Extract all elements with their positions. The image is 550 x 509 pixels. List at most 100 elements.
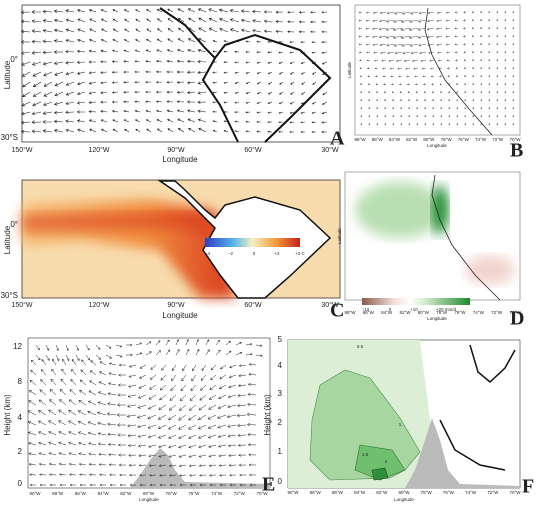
- wind-vector: [77, 71, 86, 75]
- wind-vector: [42, 9, 53, 14]
- wind-vector: [431, 83, 435, 86]
- wind-vector: [414, 75, 419, 78]
- colorbar-label: 0: [253, 251, 256, 256]
- wind-vector: [471, 19, 475, 22]
- wind-vector: [267, 51, 273, 54]
- wind-vector: [463, 27, 467, 30]
- wind-vector: [51, 368, 57, 376]
- wind-vector: [169, 394, 177, 401]
- wind-vector: [312, 81, 317, 85]
- wind-vector: [245, 71, 251, 74]
- wind-vector: [275, 20, 284, 24]
- wind-vector: [504, 19, 507, 21]
- wind-vector: [455, 75, 459, 78]
- wind-vector: [170, 384, 177, 391]
- wind-vector: [135, 9, 141, 13]
- wind-vector: [365, 11, 371, 14]
- wind-vector: [300, 61, 306, 65]
- wind-vector: [48, 399, 57, 406]
- wind-vector: [423, 83, 427, 86]
- wind-vector: [156, 119, 163, 123]
- wind-vector: [59, 473, 67, 476]
- wind-vector: [256, 111, 262, 114]
- x-tick-label: 78°W: [421, 490, 433, 495]
- wind-vector: [100, 49, 108, 53]
- wind-vector: [187, 59, 196, 63]
- wind-vector: [218, 394, 227, 400]
- y-axis-label: Latitude: [347, 61, 352, 78]
- wind-vector: [239, 473, 247, 477]
- wind-vector: [401, 11, 411, 15]
- x-tick-label: 70°W: [509, 490, 521, 495]
- wind-vector: [267, 111, 273, 114]
- wind-vector: [432, 107, 435, 110]
- wind-vector: [240, 28, 251, 33]
- wind-vector: [387, 51, 395, 55]
- wind-vector: [187, 81, 196, 85]
- wind-vector: [156, 60, 163, 63]
- wind-vector: [432, 115, 435, 117]
- wind-vector: [445, 27, 451, 30]
- wind-vector: [97, 442, 107, 446]
- y-tick-label: 3: [278, 389, 283, 398]
- panel-c: [21, 179, 341, 299]
- wind-vector: [27, 420, 37, 426]
- wind-vector: [479, 35, 483, 38]
- wind-vector: [427, 11, 435, 15]
- wind-vector: [372, 35, 379, 38]
- wind-vector: [155, 90, 163, 94]
- wind-vector: [393, 19, 403, 23]
- wind-vector: [440, 107, 443, 110]
- wind-vector: [88, 60, 97, 64]
- wind-vector: [298, 20, 306, 24]
- wind-vector: [212, 91, 218, 94]
- wind-vector: [464, 99, 467, 101]
- wind-vector: [27, 431, 37, 436]
- wind-vector: [234, 81, 240, 84]
- wind-vector: [65, 81, 75, 86]
- wind-vector: [137, 394, 147, 399]
- wind-vector: [157, 128, 163, 133]
- wind-vector: [246, 402, 257, 407]
- x-tick-label: 84°W: [389, 137, 401, 142]
- wind-vector: [247, 382, 257, 387]
- wind-vector: [488, 67, 491, 69]
- wind-vector: [55, 354, 60, 362]
- wind-vector: [248, 453, 257, 457]
- wind-vector: [256, 71, 262, 75]
- wind-vector: [496, 67, 499, 69]
- wind-vector: [20, 120, 31, 125]
- colorbar-label: +10: [410, 307, 418, 312]
- wind-vector: [176, 109, 185, 113]
- wind-vector: [123, 60, 130, 63]
- wind-vector: [31, 111, 42, 116]
- wind-vector: [123, 119, 130, 123]
- wind-vector: [322, 81, 328, 86]
- wind-vector: [115, 354, 123, 358]
- wind-vector: [360, 123, 363, 125]
- wind-vector: [412, 59, 419, 62]
- wind-vector: [392, 123, 395, 125]
- wind-vector: [53, 9, 64, 14]
- wind-vector: [463, 43, 467, 46]
- wind-vector: [100, 110, 108, 113]
- wind-vector: [28, 390, 37, 396]
- wind-vector: [111, 109, 119, 113]
- colorbar: [362, 298, 470, 305]
- wind-vector: [463, 67, 467, 70]
- wind-vector: [58, 452, 67, 456]
- wind-vector: [504, 75, 507, 77]
- wind-vector: [208, 404, 217, 410]
- wind-vector: [219, 17, 229, 23]
- wind-vector: [472, 75, 475, 78]
- x-tick-label: 72°W: [492, 137, 504, 142]
- wind-vector: [400, 115, 403, 117]
- wind-vector: [256, 120, 262, 123]
- wind-vector: [136, 414, 147, 419]
- x-tick-label: 80°W: [398, 490, 410, 495]
- wind-vector: [77, 128, 86, 133]
- wind-vector: [422, 75, 427, 78]
- wind-vector: [197, 424, 207, 430]
- wind-vector: [157, 28, 163, 33]
- wind-vector: [75, 354, 80, 362]
